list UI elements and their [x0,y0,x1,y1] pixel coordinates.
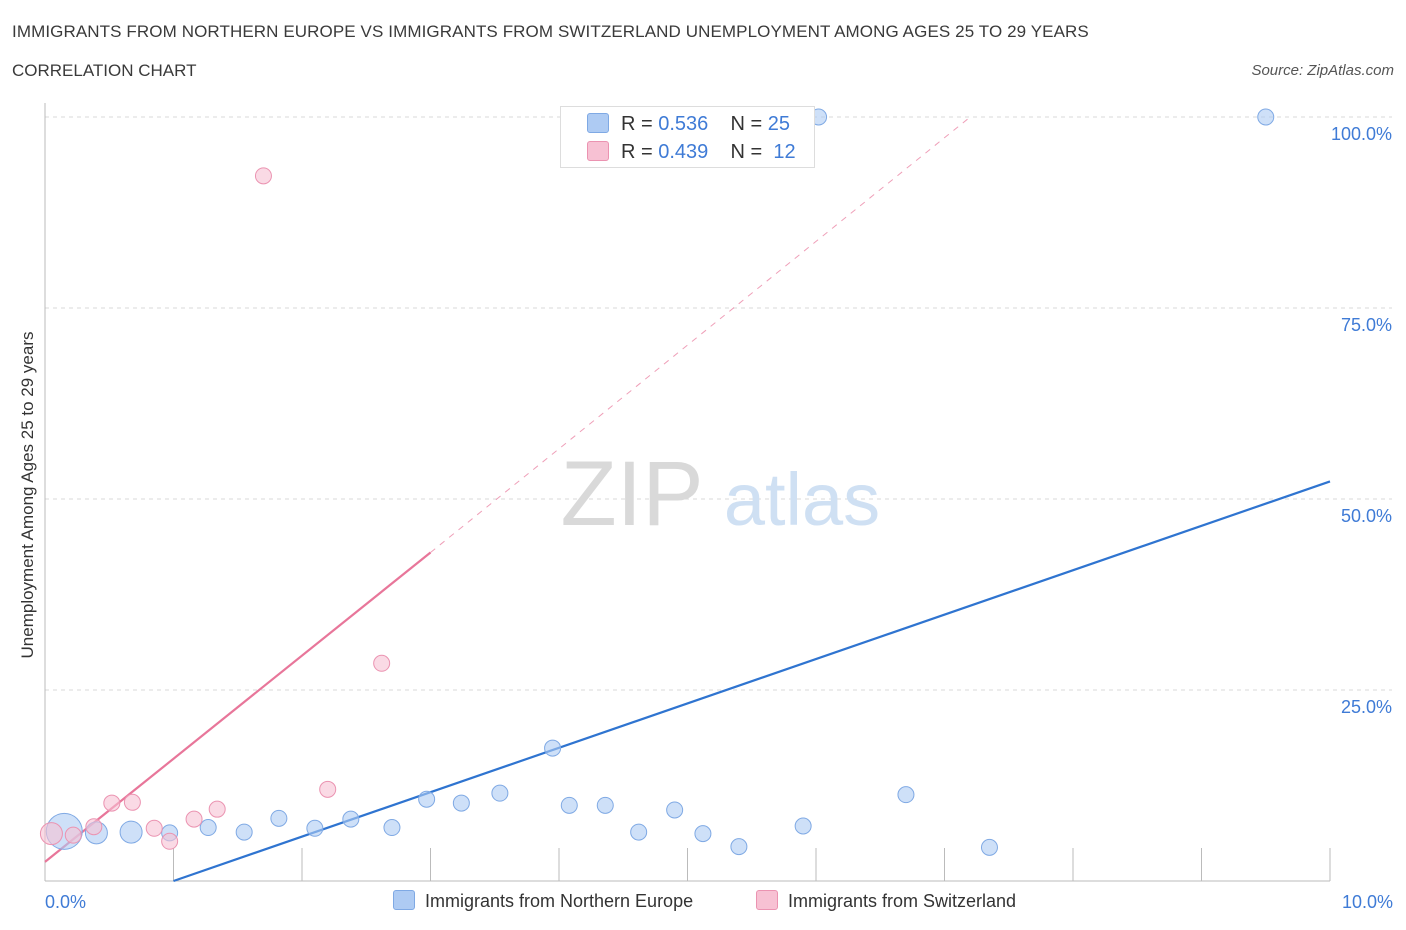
point-switzerland [254,167,272,185]
legend-swatch-pink [756,890,778,910]
point-northern-europe [630,823,648,841]
legend-swatch-pink [587,141,609,161]
legend-row-switzerland: R = 0.439 N = 12 [587,141,796,163]
point-switzerland [103,794,121,812]
watermark-atlas: atlas [724,458,880,541]
point-switzerland [145,819,163,837]
point-northern-europe [342,810,360,828]
bottom-legend-switzerland: Immigrants from Switzerland [756,890,1016,912]
legend-n-value: 25 [767,113,791,135]
point-northern-europe [306,819,324,837]
point-switzerland [85,818,103,836]
legend-r-label: R = [621,113,653,135]
legend-r-value: 0.439 [658,141,709,163]
point-northern-europe [418,790,436,808]
legend-series-name: Immigrants from Switzerland [788,891,1017,911]
legend-swatch-blue [393,890,415,910]
legend-r-label: R = [621,141,653,163]
legend-swatch-blue [587,113,609,133]
x-tick-label-max: 10.0% [1342,892,1393,912]
point-northern-europe [383,819,401,837]
legend-series-name: Immigrants from Northern Europe [425,891,694,911]
axes [44,103,1331,882]
point-switzerland [319,780,337,798]
trendline-switzerland [44,551,432,863]
point-northern-europe [794,817,812,835]
point-switzerland [39,822,63,846]
chart-title: IMMIGRANTS FROM NORTHERN EUROPE VS IMMIG… [12,22,1089,41]
point-northern-europe [897,786,915,804]
point-northern-europe [596,796,614,814]
y-tick-label: 50.0% [1341,506,1392,526]
legend-row-northern-europe: R = 0.536 N = 25 [587,113,790,135]
point-northern-europe [560,796,578,814]
legend-r-value: 0.536 [658,113,709,135]
tick-labels: 25.0% 50.0% 75.0% 100.0% 0.0% 10.0% [45,124,1393,912]
legend-n-value: 12 [773,141,796,163]
data-points [39,108,1275,856]
correlation-legend: R = 0.536 N = 25 R = 0.439 N = 12 [560,106,815,168]
point-northern-europe [235,823,253,841]
point-switzerland [64,826,82,844]
y-tick-label: 25.0% [1341,697,1392,717]
point-northern-europe [730,838,748,856]
grid-lines [45,116,1392,691]
source-label: Source: ZipAtlas.com [1251,62,1394,79]
point-northern-europe [544,739,562,757]
x-tick-label-min: 0.0% [45,892,86,912]
y-tick-label: 100.0% [1331,124,1392,144]
point-switzerland [123,793,141,811]
point-northern-europe [980,838,998,856]
point-switzerland [208,800,226,818]
point-northern-europe [694,825,712,843]
bottom-legend-northern-europe: Immigrants from Northern Europe [393,890,693,912]
point-northern-europe [199,819,217,837]
point-northern-europe [452,794,470,812]
point-northern-europe [666,801,684,819]
point-northern-europe [491,784,509,802]
watermark-zip: ZIP [560,443,703,545]
point-switzerland [161,832,179,850]
legend-n-label: N = [730,113,763,135]
chart-subtitle: CORRELATION CHART [12,61,197,80]
point-switzerland [185,810,203,828]
point-northern-europe [270,809,288,827]
trendline-switzerland-extension [430,116,971,553]
watermark: ZIP atlas [560,443,880,545]
point-northern-europe [1257,108,1275,126]
point-switzerland [373,654,391,672]
trendline-northern-europe [173,480,1331,883]
point-northern-europe [119,820,143,844]
y-tick-label: 75.0% [1341,315,1392,335]
legend-n-label: N = [730,141,763,163]
